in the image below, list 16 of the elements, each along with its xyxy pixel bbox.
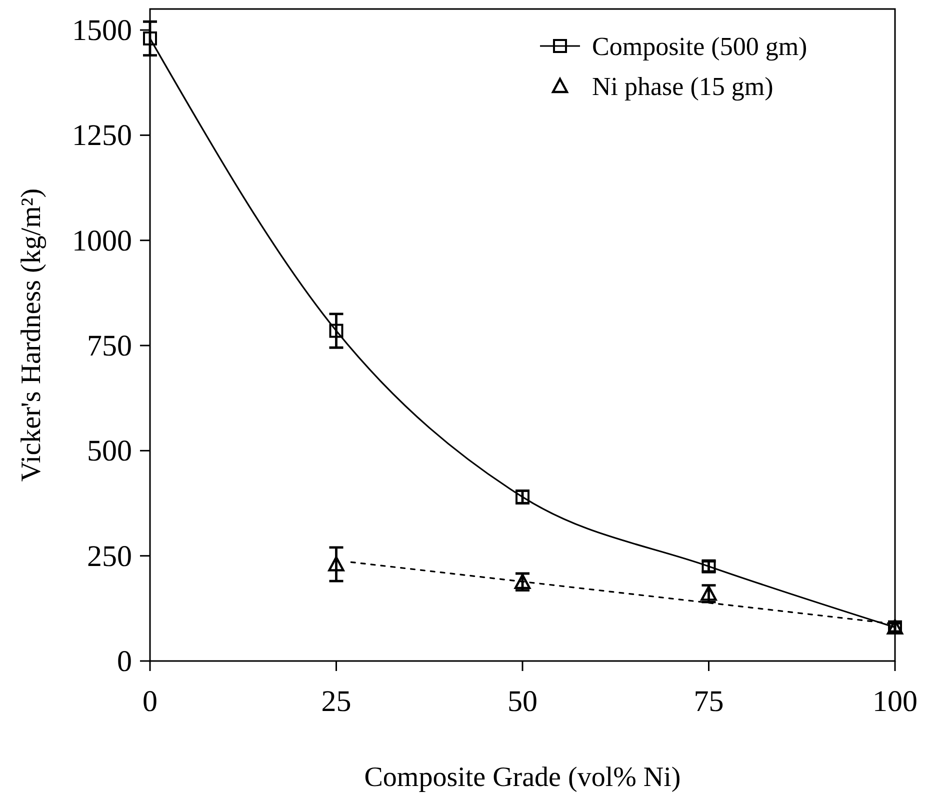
y-tick-label: 1000 — [72, 224, 132, 258]
x-axis-title: Composite Grade (vol% Ni) — [364, 762, 681, 793]
y-tick-label: 250 — [87, 540, 132, 573]
x-tick-label: 25 — [321, 685, 352, 718]
x-tick-label: 50 — [508, 685, 538, 718]
y-tick-label: 750 — [87, 330, 132, 363]
y-tick-label: 1500 — [72, 14, 132, 48]
y-tick-label: 1250 — [72, 119, 132, 152]
legend-label: Composite (500 gm) — [592, 32, 808, 61]
x-tick-label: 0 — [142, 685, 158, 718]
legend-label: Ni phase (15 gm) — [592, 72, 774, 101]
y-tick-label: 0 — [117, 645, 132, 678]
x-tick-label: 75 — [694, 685, 724, 718]
y-tick-label: 500 — [87, 434, 132, 468]
y-axis-title: Vicker's Hardness (kg/m²) — [16, 188, 47, 482]
x-tick-label: 100 — [872, 685, 918, 718]
